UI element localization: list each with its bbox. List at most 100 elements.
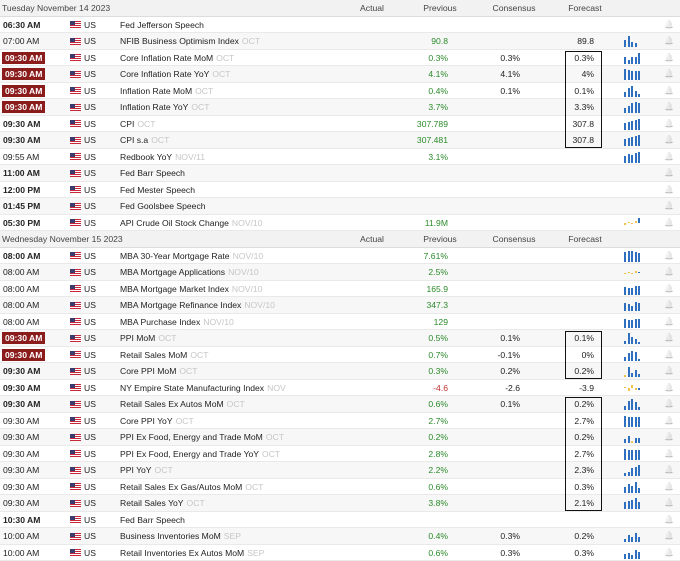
trend-sparkline-icon[interactable] [624,350,644,361]
trend-sparkline-icon[interactable] [624,267,644,278]
alert-bell-icon[interactable]: 🔔 [664,380,674,396]
alert-bell-icon[interactable]: 🔔 [664,17,674,33]
trend-sparkline-icon[interactable] [624,36,644,47]
alert-bell-icon[interactable]: 🔔 [664,297,674,313]
trend-sparkline-icon[interactable] [624,135,644,146]
alert-bell-icon[interactable]: 🔔 [664,545,674,561]
actual-column-header[interactable]: Actual [340,0,404,16]
trend-sparkline-icon[interactable] [624,399,644,410]
alert-bell-icon[interactable]: 🔔 [664,33,674,49]
trend-sparkline-icon[interactable] [624,317,644,328]
trend-sparkline-icon[interactable] [624,449,644,460]
trend-sparkline-icon[interactable] [624,465,644,476]
alert-bell-icon[interactable]: 🔔 [664,66,674,82]
consensus-column-header[interactable]: Consensus [482,0,546,16]
alert-bell-icon[interactable]: 🔔 [664,264,674,280]
trend-sparkline-icon[interactable] [624,498,644,509]
trend-sparkline-icon[interactable] [624,531,644,542]
event-name-link[interactable]: Fed Jefferson Speech [120,17,360,33]
alert-bell-icon[interactable]: 🔔 [664,495,674,511]
trend-sparkline-icon[interactable] [624,482,644,493]
previous-column-header[interactable]: Previous [408,0,472,16]
alert-bell-icon[interactable]: 🔔 [664,363,674,379]
trend-sparkline-icon[interactable] [624,53,644,64]
trend-sparkline-icon[interactable] [624,432,644,443]
event-name-link[interactable]: Fed Barr Speech [120,512,360,528]
event-name-link[interactable]: Fed Goolsbee Speech [120,198,360,214]
forecast-column-header[interactable]: Forecast [553,231,617,247]
event-name-link[interactable]: Fed Mester Speech [120,182,360,198]
trend-sparkline-icon[interactable] [624,366,644,377]
alert-bell-icon[interactable]: 🔔 [664,479,674,495]
trend-sparkline-icon[interactable] [624,284,644,295]
alert-bell-icon[interactable]: 🔔 [664,413,674,429]
alert-bell-icon[interactable]: 🔔 [664,149,674,165]
trend-sparkline-icon[interactable] [624,185,644,196]
alert-bell-icon[interactable]: 🔔 [664,281,674,297]
alert-bell-icon[interactable]: 🔔 [664,99,674,115]
trend-sparkline-icon[interactable] [624,300,644,311]
alert-bell-icon[interactable]: 🔔 [664,396,674,412]
alert-bell-icon[interactable]: 🔔 [664,132,674,148]
trend-sparkline-icon[interactable] [624,102,644,113]
trend-sparkline-icon[interactable] [624,69,644,80]
alert-bell-icon[interactable]: 🔔 [664,165,674,181]
trend-sparkline-icon[interactable] [624,86,644,97]
trend-sparkline-icon[interactable] [624,152,644,163]
alert-bell-icon[interactable]: 🔔 [664,83,674,99]
alert-bell-icon[interactable]: 🔔 [664,512,674,528]
alert-bell-icon[interactable]: 🔔 [664,248,674,264]
previous-column-header[interactable]: Previous [408,231,472,247]
trend-sparkline-icon[interactable] [624,201,644,212]
alert-bell-icon[interactable]: 🔔 [664,446,674,462]
consensus-column-header[interactable]: Consensus [482,231,546,247]
